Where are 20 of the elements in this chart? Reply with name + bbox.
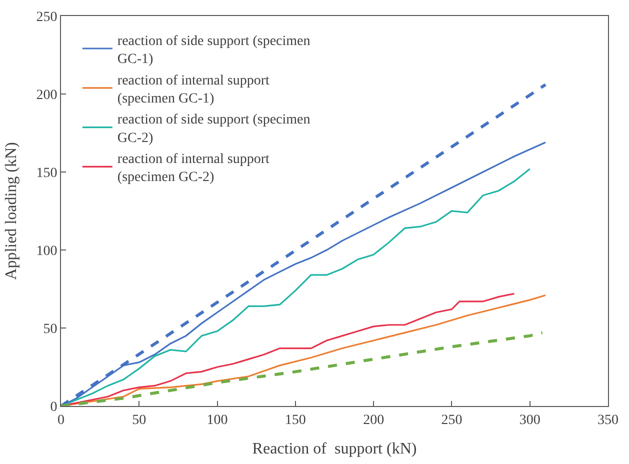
- x-axis-title: Reaction of support (kN): [252, 440, 417, 458]
- legend-label: reaction of internal support (specimen GC-2): [117, 152, 270, 186]
- x-tick-label: 50: [132, 412, 146, 428]
- legend-label: reaction of internal support (specimen GC-1): [117, 73, 270, 106]
- line-series: [61, 331, 544, 406]
- y-tick-label: 0: [50, 400, 58, 415]
- y-tick-label: 200: [36, 88, 58, 103]
- x-tick-label: 300: [519, 412, 540, 428]
- legend-label: reaction of side support (specimen GC-1): [117, 34, 310, 68]
- x-tick-label: 350: [598, 412, 618, 428]
- y-tick-label: 50: [43, 322, 58, 337]
- x-tick-label: 250: [441, 412, 462, 428]
- y-axis-title: Applied loading (kN): [3, 142, 20, 280]
- x-tick-label: 200: [363, 412, 384, 428]
- x-tick-label: 150: [284, 412, 306, 428]
- y-tick-label: 100: [36, 244, 58, 259]
- x-tick-label: 100: [206, 412, 228, 428]
- y-tick-label: 150: [36, 166, 58, 181]
- y-tick-label: 250: [36, 10, 58, 25]
- legend-label: reaction of side support (specimen GC-2): [117, 112, 310, 146]
